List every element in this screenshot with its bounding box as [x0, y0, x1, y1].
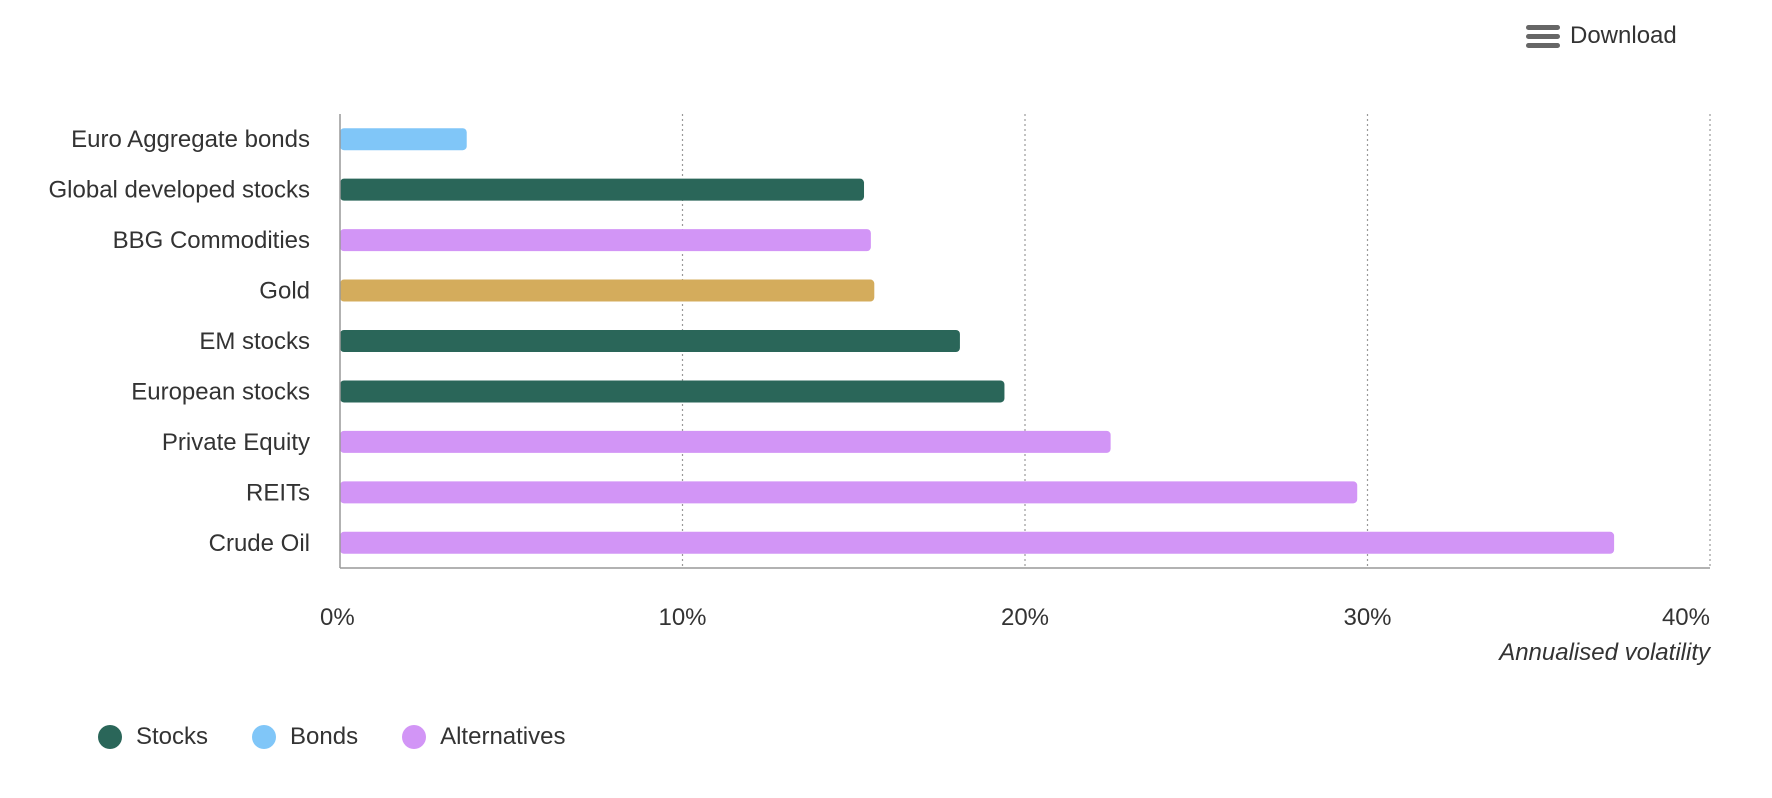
legend: Stocks Bonds Alternatives	[98, 723, 609, 751]
category-label: Crude Oil	[209, 530, 310, 557]
bar-gold[interactable]	[340, 279, 875, 302]
download-button[interactable]: Download	[1526, 22, 1677, 50]
legend-item-stocks[interactable]: Stocks	[98, 723, 208, 751]
x-tick-label: 0%	[320, 604, 355, 631]
category-label: Euro Aggregate bonds	[71, 126, 310, 153]
category-labels: Euro Aggregate bonds Global developed sto…	[49, 126, 311, 557]
legend-item-bonds[interactable]: Bonds	[252, 723, 358, 751]
x-tick-label: 30%	[1343, 604, 1391, 631]
bar-euro-aggregate-bonds[interactable]	[340, 128, 467, 151]
category-label: Private Equity	[162, 429, 310, 456]
bar-reits[interactable]	[340, 481, 1358, 504]
legend-item-alternatives[interactable]: Alternatives	[402, 723, 565, 751]
x-axis-title: Annualised volatility	[1497, 639, 1712, 666]
bar-european-stocks[interactable]	[340, 380, 1005, 403]
legend-dot-icon	[402, 725, 427, 749]
category-label: Global developed stocks	[49, 177, 311, 204]
x-tick-label: 20%	[1001, 604, 1049, 631]
category-label: EM stocks	[199, 328, 310, 355]
legend-dot-icon	[98, 725, 122, 749]
bar-bbg-commodities[interactable]	[340, 229, 871, 252]
category-label: BBG Commodities	[113, 227, 310, 254]
legend-label: Bonds	[290, 723, 359, 750]
bar-crude-oil[interactable]	[340, 531, 1615, 554]
x-tick-labels: 0% 10% 20% 30% 40%	[320, 604, 1710, 631]
bars	[340, 128, 1615, 554]
bar-em-stocks[interactable]	[340, 330, 960, 352]
x-tick-label: 40%	[1662, 604, 1710, 631]
download-label: Download	[1570, 22, 1677, 49]
category-label: European stocks	[131, 378, 310, 405]
legend-label: Alternatives	[440, 723, 566, 750]
hamburger-menu-icon	[1526, 23, 1560, 49]
category-label: Gold	[259, 278, 310, 305]
bar-private-equity[interactable]	[340, 430, 1111, 453]
axes	[339, 114, 1710, 569]
legend-label: Stocks	[136, 723, 209, 750]
legend-dot-icon	[252, 725, 277, 749]
bar-global-developed-stocks[interactable]	[340, 178, 865, 201]
category-label: REITs	[246, 479, 310, 506]
x-tick-label: 10%	[658, 604, 706, 631]
